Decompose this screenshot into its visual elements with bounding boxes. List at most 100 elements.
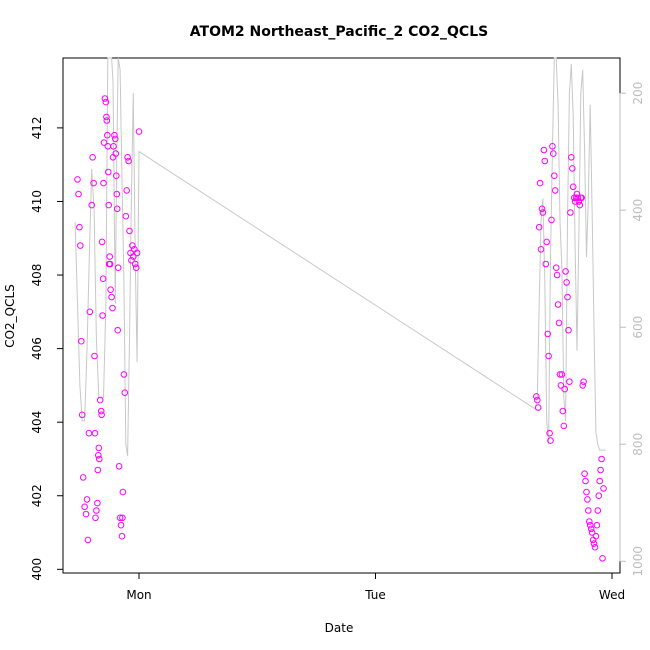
data-point bbox=[92, 514, 99, 522]
data-point bbox=[94, 499, 101, 507]
data-point bbox=[106, 260, 114, 268]
data-point bbox=[554, 301, 562, 308]
data-point bbox=[77, 242, 84, 249]
y-tick-label: 404 bbox=[30, 411, 44, 434]
data-point bbox=[128, 257, 135, 264]
data-point bbox=[573, 190, 581, 198]
data-point bbox=[535, 223, 543, 231]
data-point bbox=[99, 275, 107, 283]
y-tick-label: 408 bbox=[30, 264, 44, 287]
data-point bbox=[551, 187, 559, 194]
y-axis: 400 402 404 406 408 410 412 bbox=[30, 116, 64, 581]
data-point bbox=[569, 165, 576, 172]
y-tick-label: 406 bbox=[30, 337, 44, 360]
data-point bbox=[94, 466, 102, 474]
data-point bbox=[555, 319, 563, 327]
data-point bbox=[124, 154, 131, 161]
data-point bbox=[586, 521, 594, 529]
data-point bbox=[98, 411, 105, 419]
data-point bbox=[116, 514, 124, 522]
data-point bbox=[119, 514, 126, 522]
data-point bbox=[580, 378, 587, 386]
data-point bbox=[568, 154, 575, 161]
data-point bbox=[107, 286, 114, 294]
data-point bbox=[592, 532, 600, 540]
data-point bbox=[118, 532, 126, 540]
data-point bbox=[537, 246, 545, 253]
data-point bbox=[129, 242, 136, 249]
data-point bbox=[90, 179, 97, 187]
data-point bbox=[104, 131, 111, 139]
data-point bbox=[583, 488, 590, 496]
data-point bbox=[533, 393, 540, 400]
data-point bbox=[567, 209, 574, 216]
data-point bbox=[79, 474, 87, 481]
data-point bbox=[98, 238, 106, 246]
data-point bbox=[85, 429, 93, 437]
altitude-line-layer bbox=[74, 57, 606, 457]
data-point bbox=[88, 201, 95, 209]
data-point bbox=[544, 330, 552, 338]
data-point bbox=[534, 396, 541, 404]
altitude-line bbox=[74, 57, 606, 457]
data-point bbox=[551, 172, 558, 179]
data-point bbox=[89, 154, 96, 161]
data-point bbox=[82, 510, 90, 518]
data-point bbox=[599, 555, 606, 562]
data-point bbox=[103, 113, 110, 121]
data-point bbox=[133, 249, 141, 257]
data-point bbox=[119, 488, 127, 496]
data-point bbox=[78, 337, 85, 345]
data-point bbox=[561, 385, 569, 393]
data-point bbox=[106, 253, 113, 260]
data-point bbox=[565, 326, 572, 334]
data-point bbox=[97, 407, 105, 415]
data-point bbox=[113, 205, 121, 213]
data-point bbox=[132, 264, 140, 272]
data-point bbox=[594, 507, 602, 514]
data-point bbox=[86, 308, 94, 316]
x-tick-label: Mon bbox=[126, 588, 151, 602]
data-point bbox=[596, 477, 604, 485]
data-point bbox=[111, 131, 118, 139]
right-tick-label: 800 bbox=[631, 433, 645, 456]
data-point bbox=[84, 536, 92, 544]
data-point bbox=[95, 444, 103, 452]
data-point bbox=[122, 212, 130, 220]
data-point bbox=[564, 293, 571, 301]
data-point bbox=[540, 146, 548, 154]
data-point bbox=[558, 371, 566, 378]
data-point bbox=[100, 179, 107, 187]
data-point bbox=[91, 352, 98, 360]
data-point bbox=[590, 540, 598, 547]
data-point bbox=[81, 503, 88, 511]
data-point bbox=[586, 518, 593, 525]
data-point bbox=[541, 157, 549, 165]
data-point bbox=[121, 389, 129, 397]
data-point bbox=[112, 135, 119, 143]
data-point bbox=[117, 521, 125, 529]
data-point bbox=[560, 422, 568, 430]
data-point bbox=[563, 279, 570, 286]
data-point bbox=[96, 455, 103, 463]
data-point bbox=[566, 378, 573, 386]
data-point bbox=[581, 470, 588, 478]
data-point bbox=[91, 429, 99, 437]
data-point bbox=[75, 190, 82, 198]
data-point bbox=[587, 525, 595, 533]
data-point bbox=[108, 293, 115, 301]
data-point bbox=[578, 194, 586, 202]
data-point bbox=[576, 201, 584, 209]
right-tick-label: 1000 bbox=[631, 546, 645, 577]
data-point bbox=[120, 371, 128, 378]
data-point bbox=[585, 507, 592, 514]
data-point bbox=[76, 223, 83, 231]
y-tick-label: 410 bbox=[30, 190, 44, 213]
data-point bbox=[78, 411, 86, 419]
data-point bbox=[593, 521, 601, 529]
data-point bbox=[600, 485, 607, 492]
x-axis: Mon Tue Wed bbox=[126, 572, 625, 602]
data-point bbox=[131, 260, 139, 268]
data-point bbox=[99, 312, 106, 319]
